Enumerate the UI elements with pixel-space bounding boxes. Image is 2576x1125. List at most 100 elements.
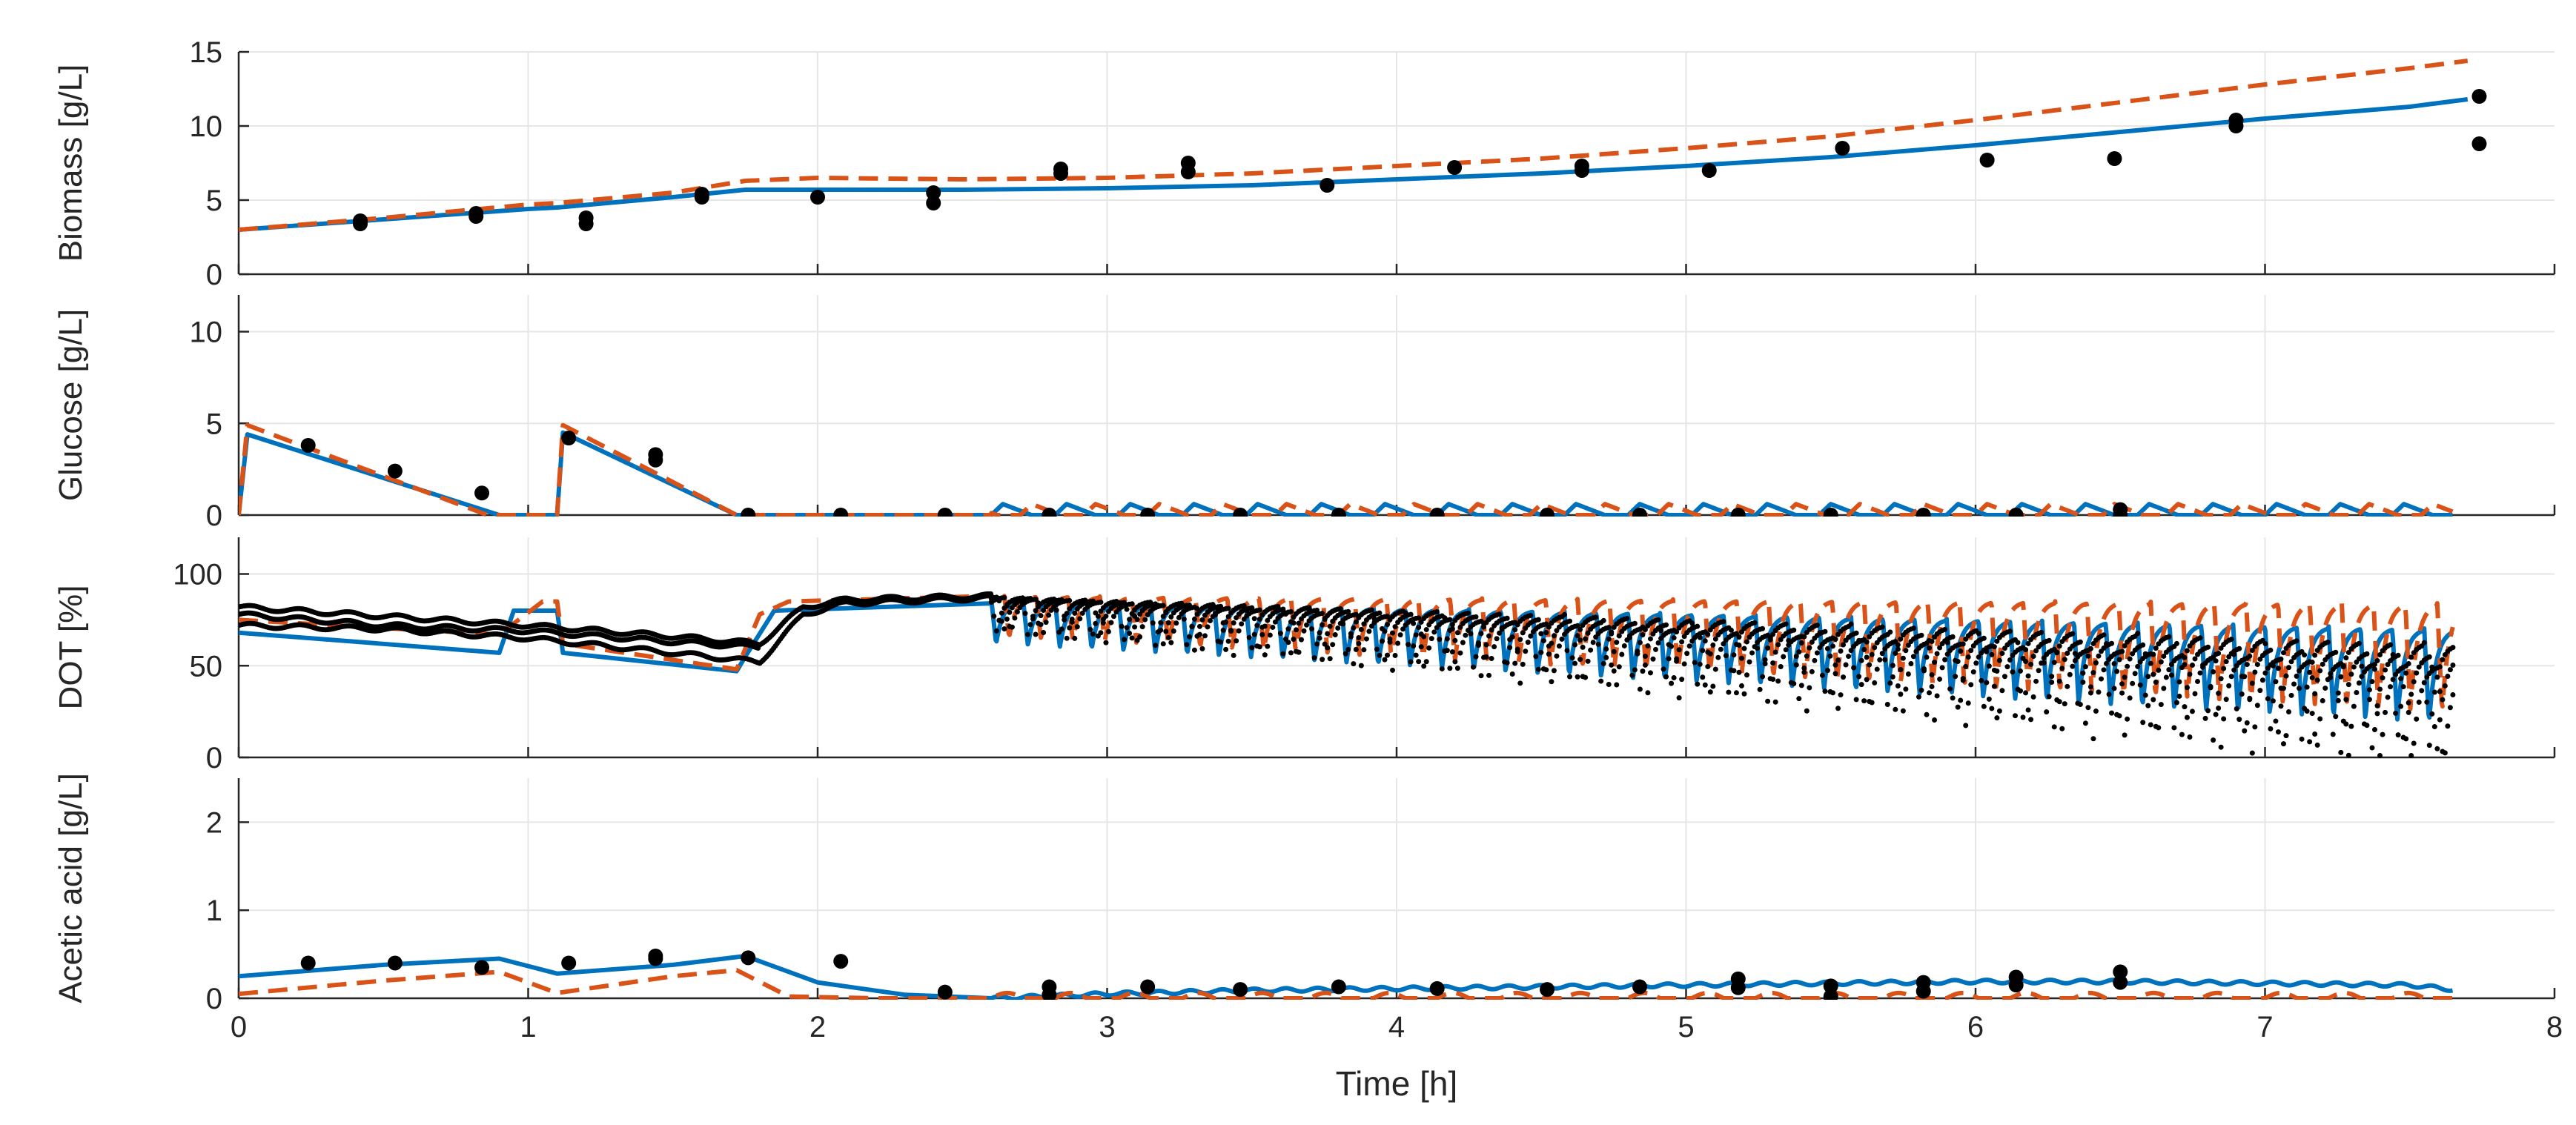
data-point bbox=[1647, 636, 1653, 642]
data-point bbox=[1728, 627, 1734, 633]
data-point bbox=[1087, 626, 1093, 632]
data-point bbox=[1898, 636, 1904, 642]
data-point bbox=[1512, 627, 1518, 633]
measurement-points bbox=[239, 591, 2456, 759]
data-point bbox=[2383, 667, 2388, 673]
data-point bbox=[2268, 726, 2274, 731]
data-point bbox=[1387, 636, 1393, 642]
data-point bbox=[1606, 625, 1612, 631]
data-point bbox=[1325, 631, 1331, 637]
data-point bbox=[1606, 682, 1612, 688]
data-point bbox=[2007, 628, 2013, 634]
data-point bbox=[1293, 627, 1299, 633]
data-point bbox=[2211, 737, 2216, 743]
data-point bbox=[1963, 663, 1969, 669]
data-point bbox=[2192, 656, 2198, 662]
data-point bbox=[2096, 689, 2102, 695]
data-point bbox=[1600, 617, 1606, 623]
data-point bbox=[2208, 683, 2214, 689]
data-point bbox=[1256, 607, 1262, 613]
data-point bbox=[1528, 612, 1534, 618]
data-point bbox=[1736, 643, 1742, 648]
data-point bbox=[2010, 669, 2016, 675]
data-point bbox=[1996, 657, 2002, 663]
data-point bbox=[1655, 617, 1661, 623]
data-point bbox=[1669, 680, 1675, 686]
data-point bbox=[2179, 731, 2185, 737]
data-point bbox=[1132, 613, 1138, 619]
data-point bbox=[2067, 671, 2073, 677]
data-point bbox=[1637, 686, 1643, 692]
data-point bbox=[2419, 688, 2425, 694]
data-point bbox=[1408, 611, 1414, 617]
data-point bbox=[1205, 624, 1211, 630]
data-point bbox=[2197, 635, 2203, 641]
data-point bbox=[1893, 650, 1898, 656]
data-point bbox=[1246, 634, 1252, 640]
data-point bbox=[1225, 638, 1231, 644]
y-tick-label: 0 bbox=[206, 983, 222, 1015]
data-point bbox=[1744, 672, 1750, 678]
data-point bbox=[1772, 649, 1778, 655]
data-point bbox=[1361, 647, 1367, 653]
data-point bbox=[1989, 651, 1995, 657]
panel-4: 0 1 2 0 1 2 3 4 5 6 7 8 Acetic acid [g/L] bbox=[53, 773, 2563, 1043]
x-tick-label: 3 bbox=[1099, 1011, 1115, 1043]
data-point bbox=[1824, 668, 1830, 674]
data-point bbox=[2398, 676, 2404, 682]
data-point bbox=[1473, 654, 1479, 660]
data-point bbox=[1796, 696, 1802, 702]
data-point bbox=[2176, 679, 2182, 685]
data-point bbox=[1798, 634, 1804, 640]
data-point bbox=[1561, 611, 1567, 617]
data-point bbox=[2192, 691, 2198, 697]
data-point bbox=[1064, 635, 1070, 641]
data-point bbox=[2348, 723, 2354, 729]
data-point bbox=[1575, 633, 1580, 639]
y-tick-label: 10 bbox=[190, 316, 223, 349]
data-point bbox=[1454, 630, 1460, 636]
data-point bbox=[1262, 652, 1268, 658]
data-point bbox=[2283, 673, 2289, 679]
data-point bbox=[1640, 668, 1646, 674]
data-point bbox=[2408, 654, 2414, 660]
data-point bbox=[1830, 635, 1835, 641]
data-point bbox=[1180, 156, 1196, 170]
data-point bbox=[2312, 731, 2318, 737]
data-point bbox=[2257, 656, 2263, 662]
data-point bbox=[1937, 676, 1943, 682]
data-point bbox=[2286, 665, 2292, 671]
data-point bbox=[1335, 625, 1341, 631]
y-axis-label: Glucose [g/L] bbox=[53, 309, 89, 501]
data-point bbox=[2297, 686, 2302, 691]
data-point bbox=[2356, 680, 2362, 686]
data-point bbox=[1611, 668, 1617, 674]
data-point bbox=[1098, 600, 1104, 605]
data-point bbox=[2072, 658, 2078, 664]
x-tick-label: 6 bbox=[1967, 1011, 1984, 1043]
data-point bbox=[2371, 727, 2377, 733]
data-point bbox=[2262, 670, 2268, 676]
data-point bbox=[387, 955, 403, 971]
data-point bbox=[1705, 649, 1711, 655]
data-point bbox=[1572, 642, 1578, 648]
data-point bbox=[2231, 667, 2237, 673]
data-point bbox=[1932, 660, 1938, 666]
data-point bbox=[1377, 652, 1383, 658]
data-point bbox=[1869, 700, 1875, 706]
data-point bbox=[2033, 678, 2039, 684]
data-point bbox=[648, 948, 663, 963]
data-point bbox=[1929, 683, 1935, 689]
data-point bbox=[1958, 641, 1964, 647]
data-point bbox=[2051, 724, 2057, 730]
data-point bbox=[1666, 642, 1672, 648]
data-point bbox=[1098, 630, 1104, 636]
data-point bbox=[1723, 653, 1729, 659]
data-point bbox=[2008, 969, 2024, 985]
data-point bbox=[1934, 693, 1940, 699]
data-point bbox=[2442, 750, 2448, 756]
data-point bbox=[1621, 643, 1627, 648]
data-point bbox=[1757, 686, 1763, 692]
data-point bbox=[1486, 672, 1492, 678]
data-point bbox=[1700, 674, 1706, 680]
